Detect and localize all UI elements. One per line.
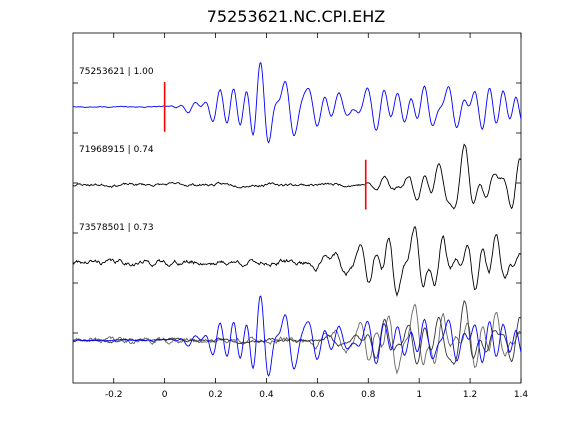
x-tick-label: 1.4 — [514, 390, 529, 400]
plot-axes-box — [72, 32, 522, 384]
trace-line-3 — [72, 225, 522, 298]
overlay-trace-2 — [72, 300, 522, 366]
trace-label-1: 75253621 | 1.00 — [79, 67, 154, 77]
overlay-trace-3 — [72, 295, 522, 377]
trace-label-2: 71968915 | 0.74 — [79, 145, 154, 155]
x-tick-label: 1.2 — [463, 390, 477, 400]
x-tick-label: 0.6 — [310, 390, 325, 400]
trace-line-2 — [72, 143, 522, 210]
x-tick-label: 0.4 — [259, 390, 274, 400]
overlay-trace-1 — [72, 303, 522, 375]
axis-ticks: -0.2 0 0.2 0.4 0.6 0.8 1 1.2 1.4 — [73, 33, 528, 400]
trace-label-3: 73578501 | 0.73 — [79, 223, 154, 233]
trace-line-1 — [72, 61, 522, 144]
x-tick-label: 0.8 — [361, 390, 376, 400]
x-tick-label: 1 — [416, 390, 422, 400]
x-tick-label: 0.2 — [208, 390, 222, 400]
x-tick-label: 0 — [162, 390, 168, 400]
trace-labels: 75253621 | 1.00 71968915 | 0.74 73578501 |… — [79, 67, 154, 233]
x-tick-label: -0.2 — [105, 390, 123, 400]
trace-group — [72, 61, 522, 377]
chart-title: 75253621.NC.CPI.EHZ — [207, 7, 386, 26]
